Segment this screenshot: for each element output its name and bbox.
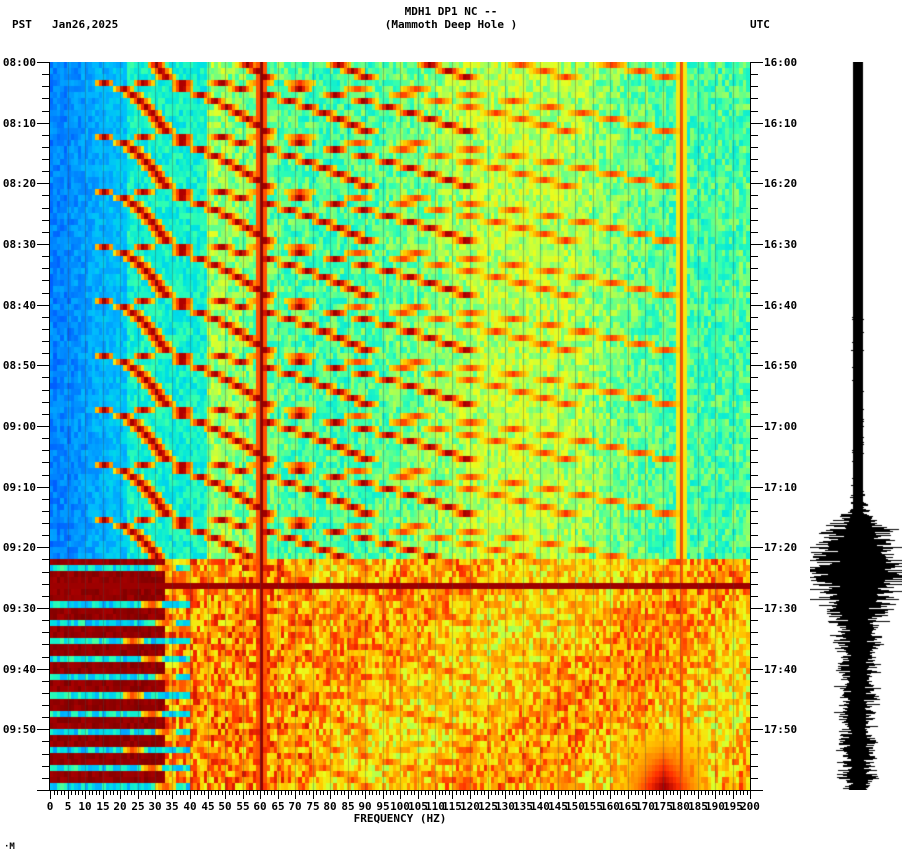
pst-tick-label: 09:30 — [2, 602, 36, 615]
frequency-tick-label: 200 — [740, 800, 760, 813]
pst-tick-label: 09:00 — [2, 420, 36, 433]
utc-tick-label: 17:20 — [764, 541, 798, 554]
frequency-tick-label: 40 — [183, 800, 197, 813]
pst-tick-label: 09:10 — [2, 481, 36, 494]
frequency-tick-label: 65 — [271, 800, 285, 813]
time-axis-pst: 08:00 08:10 08:20 08:30 08:40 08:50 09:00 09:10… — [0, 56, 50, 791]
frequency-tick-label: 150 — [565, 800, 585, 813]
frequency-tick-label: 85 — [341, 800, 355, 813]
frequency-tick-label: 5 — [64, 800, 72, 813]
frequency-tick-label: 130 — [495, 800, 515, 813]
utc-tick-label: 16:50 — [764, 359, 798, 372]
frequency-tick-label: 105 — [408, 800, 428, 813]
frequency-axis: 0 5 10 15 20 25 30 35 40 45 50 55 60 65 70 75 80 85 90 95 10… — [46, 790, 760, 820]
frequency-tick-label: 170 — [635, 800, 655, 813]
frequency-tick-label: 10 — [78, 800, 92, 813]
utc-tick-label: 17:10 — [764, 481, 798, 494]
frequency-tick-label: 110 — [425, 800, 445, 813]
pst-tick-label: 08:40 — [2, 299, 36, 312]
frequency-tick-label: 15 — [96, 800, 110, 813]
frequency-tick-label: 195 — [723, 800, 743, 813]
frequency-tick-label: 180 — [670, 800, 690, 813]
utc-tick-label: 16:00 — [764, 56, 798, 69]
frequency-tick-label: 70 — [288, 800, 302, 813]
pst-tick-label: 08:50 — [2, 359, 36, 372]
frequency-tick-label: 0 — [46, 800, 54, 813]
header-date: Jan26,2025 — [52, 18, 119, 31]
pst-tick-label: 09:20 — [2, 541, 36, 554]
header-timezone-right: UTC — [750, 18, 770, 31]
frequency-tick-label: 175 — [653, 800, 673, 813]
frequency-tick-label: 100 — [390, 800, 410, 813]
frequency-tick-label: 190 — [705, 800, 725, 813]
frequency-tick-label: 55 — [236, 800, 250, 813]
spectrogram-plot[interactable] — [50, 62, 750, 790]
spectrogram-canvas — [50, 62, 750, 790]
frequency-tick-label: 60 — [253, 800, 267, 813]
header-station-name: (Mammoth Deep Hole ) — [384, 18, 518, 31]
frequency-tick-label: 35 — [165, 800, 179, 813]
frequency-tick-label: 90 — [358, 800, 372, 813]
seismogram-trace-canvas — [810, 62, 902, 790]
frequency-tick-label: 145 — [548, 800, 568, 813]
utc-tick-label: 17:40 — [764, 663, 798, 676]
utc-tick-label: 17:00 — [764, 420, 798, 433]
header-timezone-left: PST — [12, 18, 32, 31]
utc-tick-label: 16:30 — [764, 238, 798, 251]
frequency-tick-label: 165 — [618, 800, 638, 813]
pst-tick-label: 08:20 — [2, 177, 36, 190]
seismogram-trace-panel — [810, 62, 902, 790]
frequency-tick-label: 45 — [201, 800, 215, 813]
time-axis-utc: 16:00 16:10 16:20 16:30 16:40 16:50 17:00 17:10… — [750, 56, 810, 791]
frequency-tick-label: 185 — [688, 800, 708, 813]
pst-tick-label: 08:10 — [2, 117, 36, 130]
frequency-tick-label: 120 — [460, 800, 480, 813]
frequency-axis-title: FREQUENCY (HZ) — [353, 812, 447, 825]
utc-tick-label: 16:20 — [764, 177, 798, 190]
utc-tick-label: 16:10 — [764, 117, 798, 130]
pst-tick-label: 09:40 — [2, 663, 36, 676]
frequency-tick-label: 30 — [148, 800, 162, 813]
frequency-tick-label: 80 — [323, 800, 337, 813]
utc-tick-label: 17:50 — [764, 723, 798, 736]
frequency-tick-label: 50 — [218, 800, 232, 813]
frequency-tick-label: 160 — [600, 800, 620, 813]
pst-tick-label: 08:00 — [2, 56, 36, 69]
frequency-tick-label: 115 — [442, 800, 462, 813]
frequency-tick-label: 125 — [478, 800, 498, 813]
utc-tick-label: 16:40 — [764, 299, 798, 312]
frequency-tick-label: 25 — [131, 800, 145, 813]
frequency-tick-label: 20 — [113, 800, 127, 813]
pst-tick-label: 08:30 — [2, 238, 36, 251]
corner-artifact-mark: ·M — [4, 842, 15, 852]
frequency-tick-label: 95 — [376, 800, 390, 813]
frequency-tick-label: 135 — [513, 800, 533, 813]
frequency-tick-label: 140 — [530, 800, 550, 813]
frequency-tick-label: 75 — [306, 800, 320, 813]
utc-tick-label: 17:30 — [764, 602, 798, 615]
pst-tick-label: 09:50 — [2, 723, 36, 736]
header-station-code: MDH1 DP1 NC -- — [404, 5, 498, 18]
frequency-tick-label: 155 — [583, 800, 603, 813]
